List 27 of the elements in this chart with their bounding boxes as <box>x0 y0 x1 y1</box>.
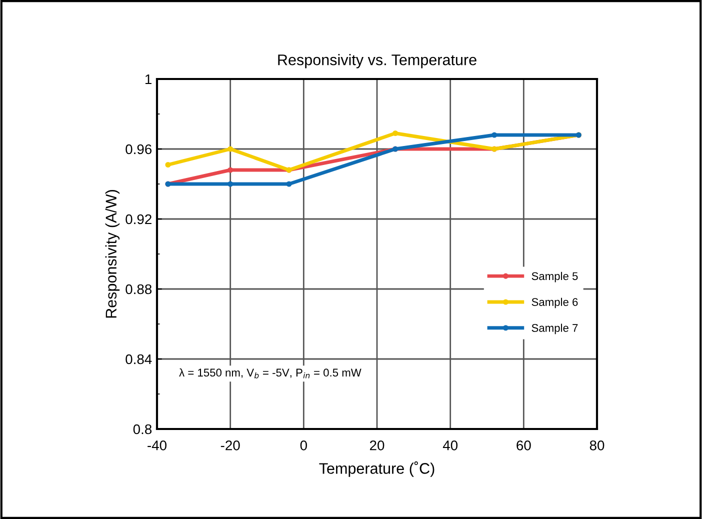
annotation: λ = 1550 nm, V$_{b}$ = -5V, P$_{in}$ = 0.5 mW <box>179 368 362 378</box>
legend-label: Sample 6 <box>532 298 578 308</box>
point <box>228 146 234 152</box>
x-tick-label: 80 <box>590 440 604 450</box>
x-tick-label: 0 <box>300 440 307 450</box>
y-tick-label: 0.8 <box>133 424 152 434</box>
point <box>286 181 292 187</box>
y-tick-label: 0.88 <box>126 284 152 294</box>
x-tick-label: 40 <box>442 440 458 450</box>
y-tick-label: 0.84 <box>126 354 152 364</box>
x-tick-label: 20 <box>370 440 384 450</box>
x-axis-title: Temperature (˚C) <box>319 461 434 477</box>
chart-title: Responsivity vs. Temperature <box>278 54 476 68</box>
point <box>165 162 171 168</box>
legend-label: Sample 5 <box>532 272 578 282</box>
x-tick-label: -20 <box>220 440 240 450</box>
y-tick-label: 1 <box>145 74 152 84</box>
x-tick-label: -40 <box>148 440 166 450</box>
point <box>492 132 498 138</box>
y-tick-label: 0.96 <box>126 144 152 154</box>
y-tick-label: 0.92 <box>126 214 152 224</box>
point <box>228 181 234 187</box>
point <box>228 167 234 173</box>
legend-label: Sample 7 <box>532 324 578 334</box>
y-axis-title: Responsivity (A/W) <box>105 190 120 318</box>
point <box>392 130 398 136</box>
x-tick-label: 60 <box>516 440 531 450</box>
